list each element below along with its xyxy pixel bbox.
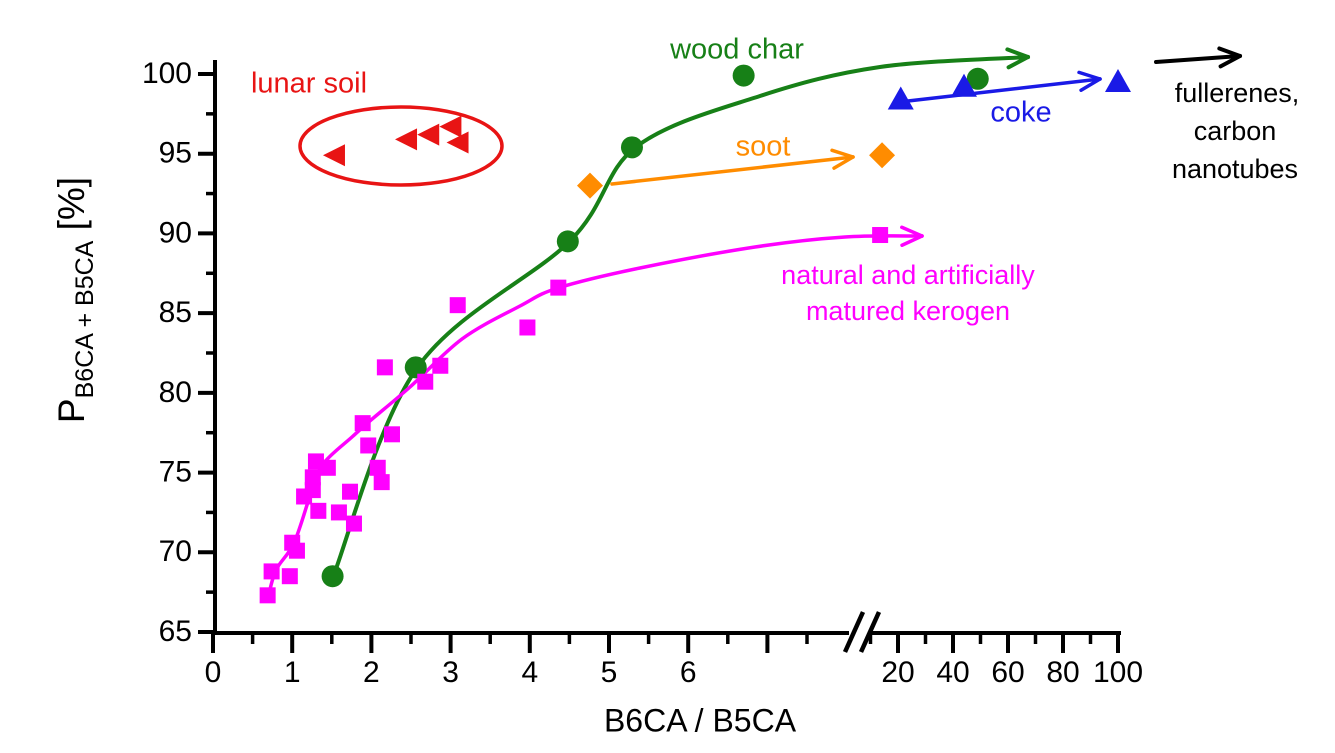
point-natural-and [872,227,889,244]
x-tick-label: 80 [1046,656,1079,689]
y-tick-label: 65 [159,615,192,648]
x-tick-label: 40 [936,656,969,689]
point-natural-and [281,568,298,585]
series-label-wood-char: wood char [669,34,804,66]
point-wood-char [321,565,344,588]
y-tick-label: 95 [159,137,192,170]
series-label-soot: soot [736,131,791,163]
fullerenes-arrow-head [1217,46,1242,58]
wood-char-curve [331,55,1030,579]
point-wood-char [404,356,427,379]
coke-arrow [906,77,1102,103]
point-natural-and [304,482,321,499]
point-wood-char [966,67,989,90]
point-natural-and [449,297,466,314]
soot-arrow [610,155,855,186]
point-natural-and [360,437,377,454]
coke-arrow-head [1079,77,1102,92]
x-tick-label: 6 [680,656,697,689]
point-coke [1105,68,1131,92]
point-natural-and [288,542,305,559]
point-natural-and [369,459,386,476]
series-label-kerogen-2: matured kerogen [806,296,1010,326]
point-natural-and [417,373,434,390]
point-natural-and [330,504,347,521]
point-natural-and [373,474,390,491]
point-natural-and [550,279,567,296]
point-natural-and [310,502,327,519]
point-lunar-soil [395,128,418,151]
kerogen-curve-head [900,225,924,238]
point-natural-and [519,319,536,336]
point-coke [887,86,914,110]
series-label-kerogen-1: natural and artificially [781,260,1035,290]
point-lunar-soil [417,123,440,146]
series-label-coke: coke [990,97,1051,129]
axis-break-slash [842,611,866,653]
y-tick-label: 75 [159,455,192,488]
fullerenes-arrow-head [1218,54,1242,69]
x-tick-label: 100 [1093,656,1143,689]
series-label-lunar-soil: lunar soil [251,68,367,100]
point-lunar-soil [446,131,469,154]
kerogen-curve [266,234,924,600]
x-axis-title: B6CA / B5CA [604,702,797,738]
x-tick-label: 3 [442,656,459,689]
point-lunar-soil [439,115,462,138]
point-natural-and [319,459,336,476]
wood-char-curve-head [1006,55,1030,70]
x-tick-label: 5 [601,656,618,689]
point-natural-and [354,415,371,432]
series-label-fullerenes-1: fullerenes, [1175,78,1300,108]
series-label-fullerenes-2: carbon [1194,116,1277,146]
point-wood-char [732,64,755,87]
point-coke [951,73,977,97]
kerogen-curve-head [900,234,924,247]
y-tick-label: 90 [159,216,192,249]
point-wood-char [556,230,579,253]
y-axis-title: PB6CA + B5CA [%] [51,177,99,423]
wood-char-curve-head [1005,47,1030,59]
x-tick-label: 2 [363,656,380,689]
point-natural-and [345,515,362,532]
x-tick-label: 20 [881,656,914,689]
y-tick-label: 100 [142,57,192,90]
axis-break-slash [858,611,882,653]
x-tick-label: 4 [521,656,538,689]
point-natural-and [432,357,449,374]
lunar-soil-ellipse [298,105,504,187]
x-tick-label: 0 [205,656,222,689]
y-tick-label: 85 [159,296,192,329]
y-tick-label: 70 [159,535,192,568]
point-natural-and [342,483,359,500]
point-soot [869,142,896,169]
point-natural-and [383,426,400,443]
point-natural-and [376,359,393,376]
point-natural-and [259,587,276,604]
point-soot [576,172,603,199]
soot-arrow-head [832,155,855,170]
coke-arrow-head [1077,70,1102,81]
fullerenes-arrow [1154,54,1242,64]
point-lunar-soil [322,144,345,167]
y-tick-label: 80 [159,376,192,409]
series-label-fullerenes-3: nanotubes [1172,154,1298,184]
x-tick-label: 60 [991,656,1024,689]
point-natural-and [304,469,321,486]
point-natural-and [263,563,280,580]
point-wood-char [620,136,643,159]
soot-arrow-head [830,148,855,159]
x-tick-label: 1 [284,656,301,689]
